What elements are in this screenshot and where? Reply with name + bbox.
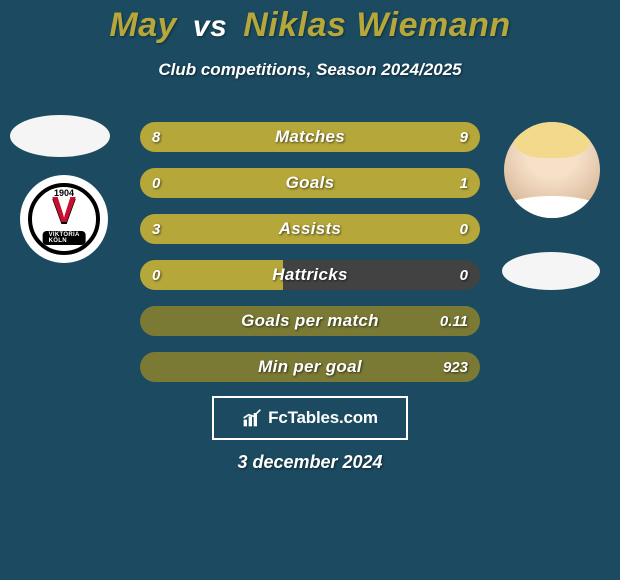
fctables-logo-icon <box>242 408 262 428</box>
stat-label: Goals per match <box>140 306 480 336</box>
stat-bar: Min per goal923 <box>140 352 480 382</box>
stat-value-left: 3 <box>152 214 160 244</box>
stat-value-left: 8 <box>152 122 160 152</box>
footer-date: 3 december 2024 <box>0 452 620 473</box>
player1-club-badge: 1904 V VIKTORIA KÖLN <box>20 175 108 263</box>
stat-value-right: 0 <box>460 260 468 290</box>
crest-ribbon: VIKTORIA KÖLN <box>43 231 86 245</box>
player1-avatar-placeholder <box>10 115 110 157</box>
page-title: May vs Niklas Wiemann <box>0 6 620 45</box>
stat-value-left: 0 <box>152 260 160 290</box>
stat-value-right: 0 <box>460 214 468 244</box>
stat-bar: Hattricks0 0 <box>140 260 480 290</box>
stat-value-right: 0.11 <box>440 306 468 336</box>
stat-bar: Matches8 9 <box>140 122 480 152</box>
stat-value-left: 0 <box>152 168 160 198</box>
viktoria-koln-crest-icon: 1904 V VIKTORIA KÖLN <box>28 183 100 255</box>
stat-label: Assists <box>140 214 480 244</box>
comparison-infographic: May vs Niklas Wiemann Club competitions,… <box>0 0 620 580</box>
stat-label: Matches <box>140 122 480 152</box>
watermark-text: FcTables.com <box>268 408 378 428</box>
stat-bar: Goals0 1 <box>140 168 480 198</box>
title-player1: May <box>109 6 177 44</box>
stats-bars: Matches89Goals01Assists30Hattricks00Goal… <box>140 122 480 398</box>
watermark: FcTables.com <box>212 396 408 440</box>
stat-bar: Goals per match0.11 <box>140 306 480 336</box>
stat-label: Hattricks <box>140 260 480 290</box>
title-player2: Niklas Wiemann <box>243 6 510 44</box>
title-vs: vs <box>193 10 227 43</box>
stat-value-right: 1 <box>460 168 468 198</box>
player2-club-badge-placeholder <box>502 252 600 290</box>
stat-label: Min per goal <box>140 352 480 382</box>
player2-avatar <box>504 122 600 218</box>
stat-bar: Assists3 0 <box>140 214 480 244</box>
stat-value-right: 923 <box>443 352 468 382</box>
crest-letter: V <box>52 196 76 225</box>
stat-value-right: 9 <box>460 122 468 152</box>
stat-label: Goals <box>140 168 480 198</box>
subtitle: Club competitions, Season 2024/2025 <box>0 60 620 80</box>
